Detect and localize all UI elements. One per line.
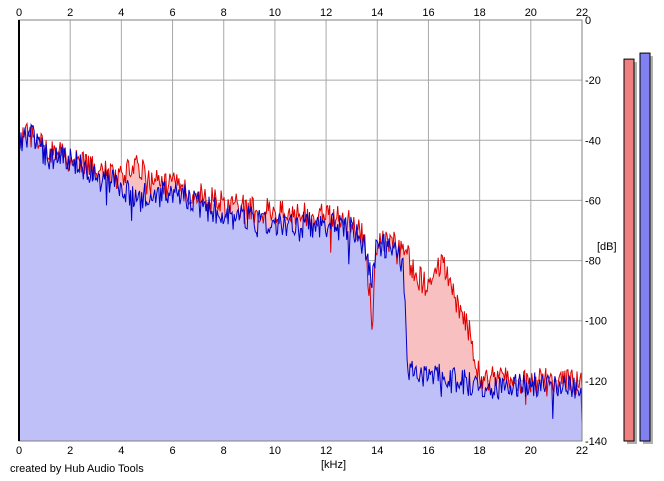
y-ticks: 0 -20 -40 -60 -80 -100 -120 -140 <box>585 15 607 448</box>
x-tick-label-bottom: 6 <box>169 445 175 457</box>
series-line-blue <box>18 122 583 424</box>
y-tick-label: -140 <box>585 436 607 448</box>
x-tick-label-bottom: 0 <box>16 445 22 457</box>
x-tick-label-bottom: 14 <box>371 445 383 457</box>
x-tick-label-bottom: 16 <box>422 445 434 457</box>
spectrum-lines <box>18 122 583 424</box>
x-tick-label-top: 22 <box>576 7 588 19</box>
x-tick-label-bottom: 2 <box>67 445 73 457</box>
y-tick-label: -120 <box>585 376 607 388</box>
y-tick-label: -40 <box>585 135 601 147</box>
y-tick-label: -20 <box>585 75 601 87</box>
x-tick-label-top: 4 <box>118 7 124 19</box>
x-tick-label-bottom: 10 <box>269 445 281 457</box>
x-tick-label-bottom: 8 <box>221 445 227 457</box>
x-tick-label-top: 16 <box>422 7 434 19</box>
x-tick-label-bottom: 18 <box>474 445 486 457</box>
y-tick-label: -60 <box>585 195 601 207</box>
x-tick-label-bottom: 20 <box>525 445 537 457</box>
level-meters <box>623 52 653 444</box>
y-tick-label: -80 <box>585 256 601 268</box>
level-meter-red <box>623 58 635 442</box>
x-tick-label-top: 2 <box>67 7 73 19</box>
x-tick-label-bottom: 22 <box>576 445 588 457</box>
x-tick-label-bottom: 12 <box>320 445 332 457</box>
y-tick-label: 0 <box>585 15 591 27</box>
x-tick-label-top: 10 <box>269 7 281 19</box>
x-ticks-bottom: 0 2 4 6 8 10 12 14 16 18 20 22 <box>16 445 588 457</box>
level-meter-blue <box>639 52 651 442</box>
x-tick-label-top: 0 <box>16 7 22 19</box>
credit-text: created by Hub Audio Tools <box>10 463 144 475</box>
x-tick-label-top: 12 <box>320 7 332 19</box>
x-tick-label-top: 6 <box>169 7 175 19</box>
y-axis-label: [dB] <box>597 241 617 253</box>
plot-frame <box>18 19 583 442</box>
x-tick-label-top: 8 <box>221 7 227 19</box>
x-tick-label-bottom: 4 <box>118 445 124 457</box>
x-axis-label: [kHz] <box>321 459 346 471</box>
x-tick-label-top: 18 <box>474 7 486 19</box>
y-tick-label: -100 <box>585 316 607 328</box>
x-tick-label-top: 20 <box>525 7 537 19</box>
x-ticks-top: 0 2 4 6 8 10 12 14 16 18 20 22 <box>16 7 588 19</box>
series-fill-blue <box>19 124 582 441</box>
x-tick-label-top: 14 <box>371 7 383 19</box>
